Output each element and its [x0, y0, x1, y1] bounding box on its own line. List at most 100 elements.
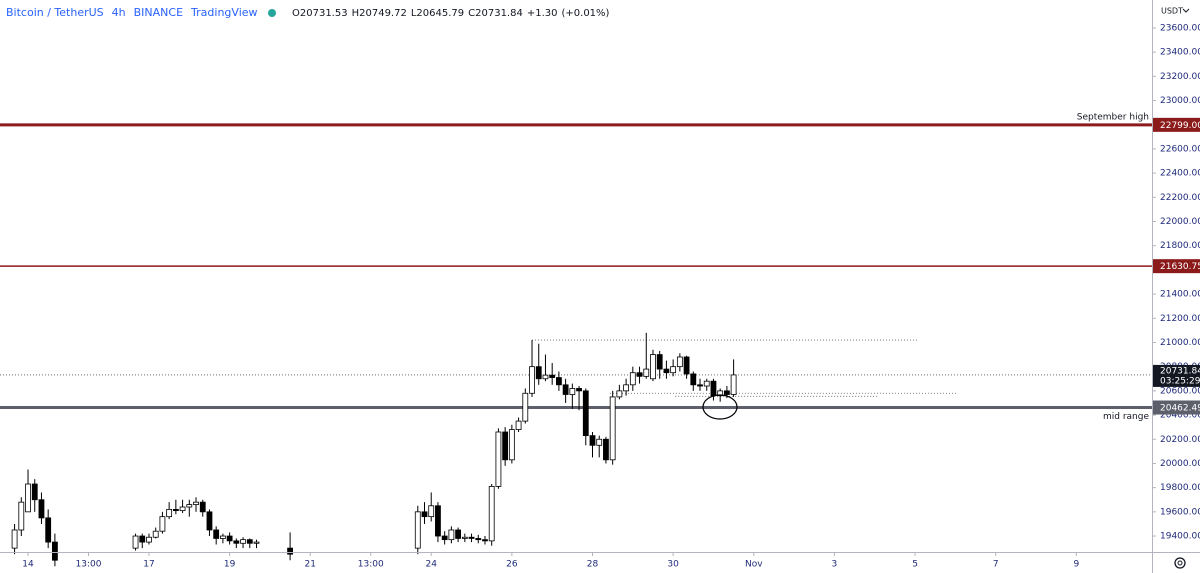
y-tick-label: 22000.00: [1160, 217, 1200, 227]
y-tick-label: 20200.00: [1160, 435, 1200, 445]
y-tick-label: 20000.00: [1160, 459, 1200, 469]
y-tick-label: 21200.00: [1160, 314, 1200, 324]
candle-body: [159, 516, 166, 532]
y-tick-label: 20400.00: [1160, 411, 1200, 421]
open-letter: O: [292, 8, 300, 19]
countdown: 03:25:29: [1160, 376, 1200, 386]
x-tick-label: 5: [912, 560, 918, 570]
candle-body: [522, 392, 529, 422]
candle-body: [139, 535, 146, 543]
candle-body: [508, 429, 515, 461]
candle-body: [542, 374, 549, 380]
level-price-label: 22799.00: [1160, 121, 1200, 131]
settings-icon[interactable]: [1174, 557, 1186, 569]
candle-body: [623, 384, 629, 392]
y-tick-label: 21400.00: [1160, 290, 1200, 300]
candle-body: [441, 535, 448, 541]
x-tick-label: 7: [993, 560, 999, 570]
candle-body: [555, 377, 562, 386]
candle-body: [468, 536, 475, 539]
candle-body: [31, 483, 38, 501]
candle-body: [152, 530, 159, 538]
last-price-box: [1153, 364, 1200, 387]
level-label: mid range: [1103, 412, 1149, 422]
candle-body: [146, 536, 152, 543]
candle-body: [676, 356, 683, 368]
axes: 19400.00 19600.00 19800.00 20000.00 20200.00…: [22, 23, 1200, 570]
candle-body: [52, 541, 58, 561]
candle-body: [18, 501, 25, 531]
candle-body: [414, 511, 421, 549]
high-letter: H: [352, 8, 360, 19]
candle-body: [435, 505, 441, 537]
interval: 4h: [112, 6, 126, 19]
y-tick-label: 19400.00: [1160, 532, 1200, 542]
level-price-label: 20462.49: [1160, 403, 1200, 413]
y-tick-label: 19600.00: [1160, 507, 1200, 517]
x-tick-label: 21: [305, 560, 316, 570]
candle-body: [253, 541, 260, 544]
y-tick-label: 21000.00: [1160, 338, 1200, 348]
y-tick-label: 23200.00: [1160, 72, 1200, 82]
symbol: Bitcoin / TetherUS: [6, 6, 104, 19]
candle-body: [475, 538, 482, 541]
candle-body: [45, 517, 52, 543]
candle-body: [428, 505, 435, 518]
candle-body: [690, 373, 697, 386]
x-tick-label: 28: [587, 560, 599, 570]
header: Bitcoin / TetherUS 4h BINANCE TradingView O…: [6, 6, 1190, 19]
y-tick-label: 22200.00: [1160, 193, 1200, 203]
candle-body: [25, 483, 31, 513]
candle-body: [670, 366, 677, 374]
currency-dropdown[interactable]: [1182, 8, 1190, 13]
currency[interactable]: USDT: [1161, 7, 1183, 16]
level-price-box: [1153, 400, 1200, 415]
candle-body: [683, 356, 690, 375]
candle-body: [636, 372, 643, 377]
y-tick-label: 22600.00: [1160, 144, 1200, 154]
candle-body: [220, 535, 226, 539]
candle-body: [616, 390, 623, 398]
candle-body: [488, 486, 495, 542]
low-value: 20645.79: [416, 8, 464, 19]
candle-body: [166, 509, 173, 518]
candle-body: [629, 372, 636, 386]
x-tick-label: 17: [143, 560, 154, 570]
x-tick-label: 30: [667, 560, 679, 570]
y-tick-label: 19800.00: [1160, 483, 1200, 493]
candle-body: [461, 536, 468, 539]
y-tick-label: 21800.00: [1160, 241, 1200, 251]
candle-body: [455, 529, 461, 539]
candle-body: [569, 388, 576, 395]
candle-body: [535, 366, 542, 380]
close-value: 20731.84: [475, 8, 523, 19]
level-price-label: 21630.75: [1160, 262, 1200, 272]
candle-body: [529, 366, 535, 394]
x-tick-label: 24: [425, 560, 437, 570]
candle-body: [233, 540, 240, 544]
candle-body: [710, 380, 717, 397]
candle-body: [206, 511, 213, 531]
low-letter: L: [411, 8, 417, 19]
plot-area: September high mid range: [0, 112, 1152, 567]
candle-body: [656, 354, 663, 370]
candle-body: [663, 368, 670, 374]
status-dot: [268, 9, 276, 17]
candle-body: [172, 509, 179, 512]
candle-body: [482, 539, 488, 542]
candle-body: [717, 390, 724, 397]
level-label: September high: [1077, 112, 1149, 122]
candle-body: [495, 431, 502, 487]
candle-body: [723, 390, 730, 395]
candle-body: [502, 431, 509, 461]
candle-body: [643, 368, 650, 377]
candle-body: [703, 380, 710, 387]
candle-body: [596, 438, 603, 446]
candle-body: [582, 390, 589, 437]
x-tick-label: 26: [506, 560, 518, 570]
exchange: BINANCE: [134, 6, 183, 19]
change-pct: (+0.01%): [562, 8, 610, 19]
source: TradingView: [190, 6, 257, 19]
